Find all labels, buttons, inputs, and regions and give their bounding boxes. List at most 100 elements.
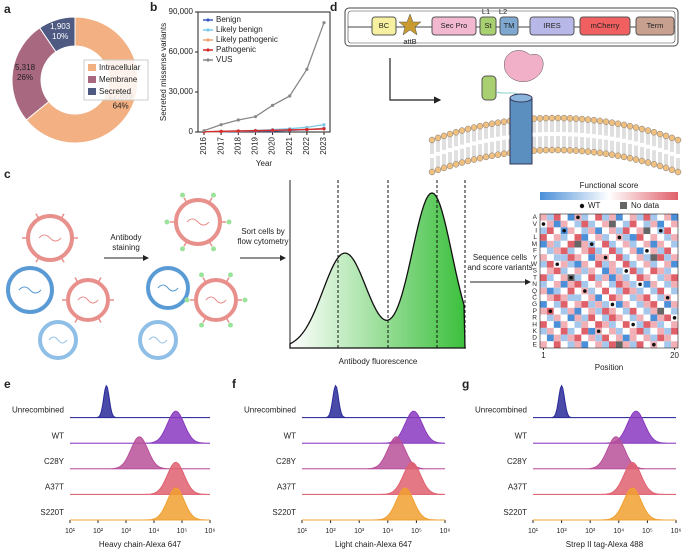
heatmap-cell: [540, 321, 547, 328]
lipid-head: [620, 121, 628, 129]
heatmap-cell: [664, 227, 672, 235]
heatmap-cell: [595, 220, 603, 228]
heatmap-cell: [650, 314, 658, 322]
heatmap-cell: [567, 287, 575, 295]
heatmap-cell: [602, 341, 609, 348]
dna: [148, 336, 168, 344]
lipid-head: [572, 115, 580, 122]
heatmap-cell: [615, 314, 623, 322]
heatmap-cell: [553, 274, 561, 281]
panel-label: d: [330, 0, 337, 14]
heatmap-cell: [615, 247, 623, 255]
heatmap-cell: [650, 227, 658, 235]
spike: [60, 256, 65, 263]
heatmap-cell: [567, 281, 575, 288]
heatmap-cell: [664, 274, 672, 281]
heatmap-cell: [615, 294, 623, 302]
line: [203, 22, 325, 132]
panel-label: f: [232, 377, 237, 391]
wt-dot: [617, 235, 622, 240]
heatmap-cell: [643, 287, 651, 295]
row-label: A37T: [508, 483, 527, 492]
heatmap-cell: [622, 234, 630, 241]
heatmap-cell: [540, 267, 547, 275]
heatmap-cell: [581, 234, 589, 241]
heatmap-cell: [581, 260, 589, 268]
lipid-head: [446, 162, 454, 170]
lipid-head: [500, 118, 508, 126]
heatmap-cell: [609, 341, 616, 348]
heatmap-cell: [650, 220, 658, 228]
spike: [225, 277, 230, 284]
construct-label: attB: [403, 37, 416, 46]
x-axis-label: Antibody fluorescence: [339, 357, 418, 366]
heatmap-cell: [546, 314, 554, 322]
point: [305, 67, 309, 71]
heatmap-cell: [664, 287, 672, 295]
row-label: R: [532, 315, 537, 322]
x-tick-label: 10¹: [528, 528, 539, 535]
heatmap-cell: [560, 240, 568, 248]
construct-label: mCherry: [591, 21, 620, 30]
heatmap-cell: [546, 254, 554, 261]
heatmap-cell: [650, 321, 658, 328]
heatmap-cell: [609, 260, 616, 268]
lipid-head: [596, 149, 604, 157]
x-tick-label: 2017: [216, 136, 225, 154]
heatmap-cell: [671, 287, 678, 295]
legend-swatch: [88, 64, 96, 71]
heatmap-cell: [622, 341, 630, 348]
heatmap-cell: [588, 294, 596, 302]
heatmap-cell: [671, 267, 678, 275]
heatmap-cell: [657, 240, 665, 248]
heatmap-cell: [664, 234, 672, 241]
y-axis-label: Secreted missense variants: [159, 23, 168, 121]
flow-histogram: [289, 180, 466, 349]
heatmap-cell: [615, 254, 623, 261]
antibody: [228, 322, 233, 328]
heatmap-cell: [553, 220, 561, 228]
heatmap-cell: [629, 254, 637, 261]
colorbar: [540, 192, 678, 200]
heatmap-cell: [540, 260, 547, 268]
heatmap-cell: [609, 214, 616, 221]
panel-label: g: [462, 377, 469, 391]
heatmap-cell: [657, 260, 665, 268]
legend-label: Likely benign: [216, 25, 263, 34]
heatmap-cell: [595, 307, 603, 315]
heatmap-cell: [636, 307, 644, 315]
nodata-key: [620, 202, 627, 209]
heatmap-cell: [609, 281, 616, 288]
heatmap-cell: [629, 220, 637, 228]
point: [322, 21, 326, 25]
heatmap-cell: [609, 274, 616, 281]
wt-dot: [589, 242, 594, 246]
heatmap-cell: [567, 314, 575, 322]
heatmap-cell: [636, 214, 644, 221]
heatmap-cell: [664, 281, 672, 288]
lipid-head: [542, 146, 550, 154]
heatmap-cell: [622, 260, 630, 268]
heatmap-cell: [609, 267, 616, 275]
point: [322, 127, 326, 131]
heatmap-cell: [560, 341, 568, 348]
heatmap-cell: [602, 260, 609, 268]
dna: [48, 336, 68, 344]
heatmap-cell: [636, 227, 644, 235]
construct-label: Sec Pro: [441, 21, 468, 30]
heatmap-cell: [643, 301, 651, 308]
antibody: [226, 219, 232, 225]
heatmap-cell: [609, 334, 616, 342]
x-tick-label: 10⁶: [205, 528, 216, 535]
heatmap-cell: [615, 281, 623, 288]
heatmap-cell: [650, 267, 658, 275]
heatmap-cell: [588, 314, 596, 322]
lipid-head: [548, 146, 556, 154]
lipid-head: [482, 121, 490, 129]
row-label: C28Y: [44, 457, 65, 466]
spike: [208, 197, 213, 204]
heatmap-cell: [546, 227, 554, 235]
heatmap-cell: [581, 314, 589, 322]
heatmap-cell: [629, 214, 637, 221]
heatmap-cell: [615, 260, 623, 268]
